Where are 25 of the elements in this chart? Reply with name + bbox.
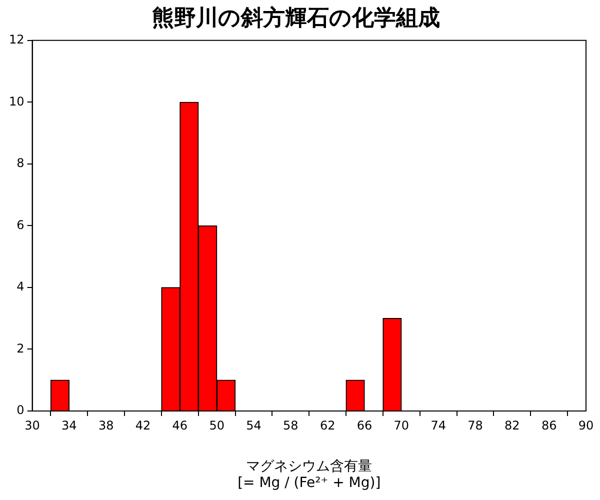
x-tick-label: 42 (135, 418, 151, 432)
x-axis-title: マグネシウム含有量 [= Mg / (Fe²⁺ + Mg)] (238, 458, 381, 492)
x-tick-label: 82 (504, 418, 520, 432)
y-tick-label: 10 (8, 94, 24, 108)
x-tick-label: 34 (62, 418, 77, 432)
x-tick-label: 58 (283, 418, 298, 432)
chart-title: 熊野川の斜方輝石の化学組成 (152, 4, 440, 31)
y-tick-label: 6 (16, 218, 24, 232)
y-tick-label: 8 (16, 156, 24, 170)
y-tick-label: 4 (16, 280, 24, 294)
y-tick-label: 12 (8, 32, 24, 47)
x-tick-label: 30 (24, 418, 40, 432)
x-tick-label: 74 (430, 418, 446, 432)
x-tick-label: 78 (468, 418, 483, 432)
x-tick-label: 66 (356, 418, 372, 432)
x-tick-label: 46 (172, 418, 188, 432)
x-tick-label: 38 (98, 418, 114, 432)
x-tick-label: 90 (578, 418, 594, 432)
x-tick-label: 50 (209, 418, 224, 432)
x-tick-label: 62 (320, 418, 336, 432)
x-tick-label: 86 (541, 418, 557, 432)
y-tick-label: 2 (16, 341, 24, 356)
x-tick-label: 54 (246, 418, 262, 432)
x-tick-label: 70 (394, 418, 410, 432)
y-tick-label: 0 (16, 403, 24, 418)
